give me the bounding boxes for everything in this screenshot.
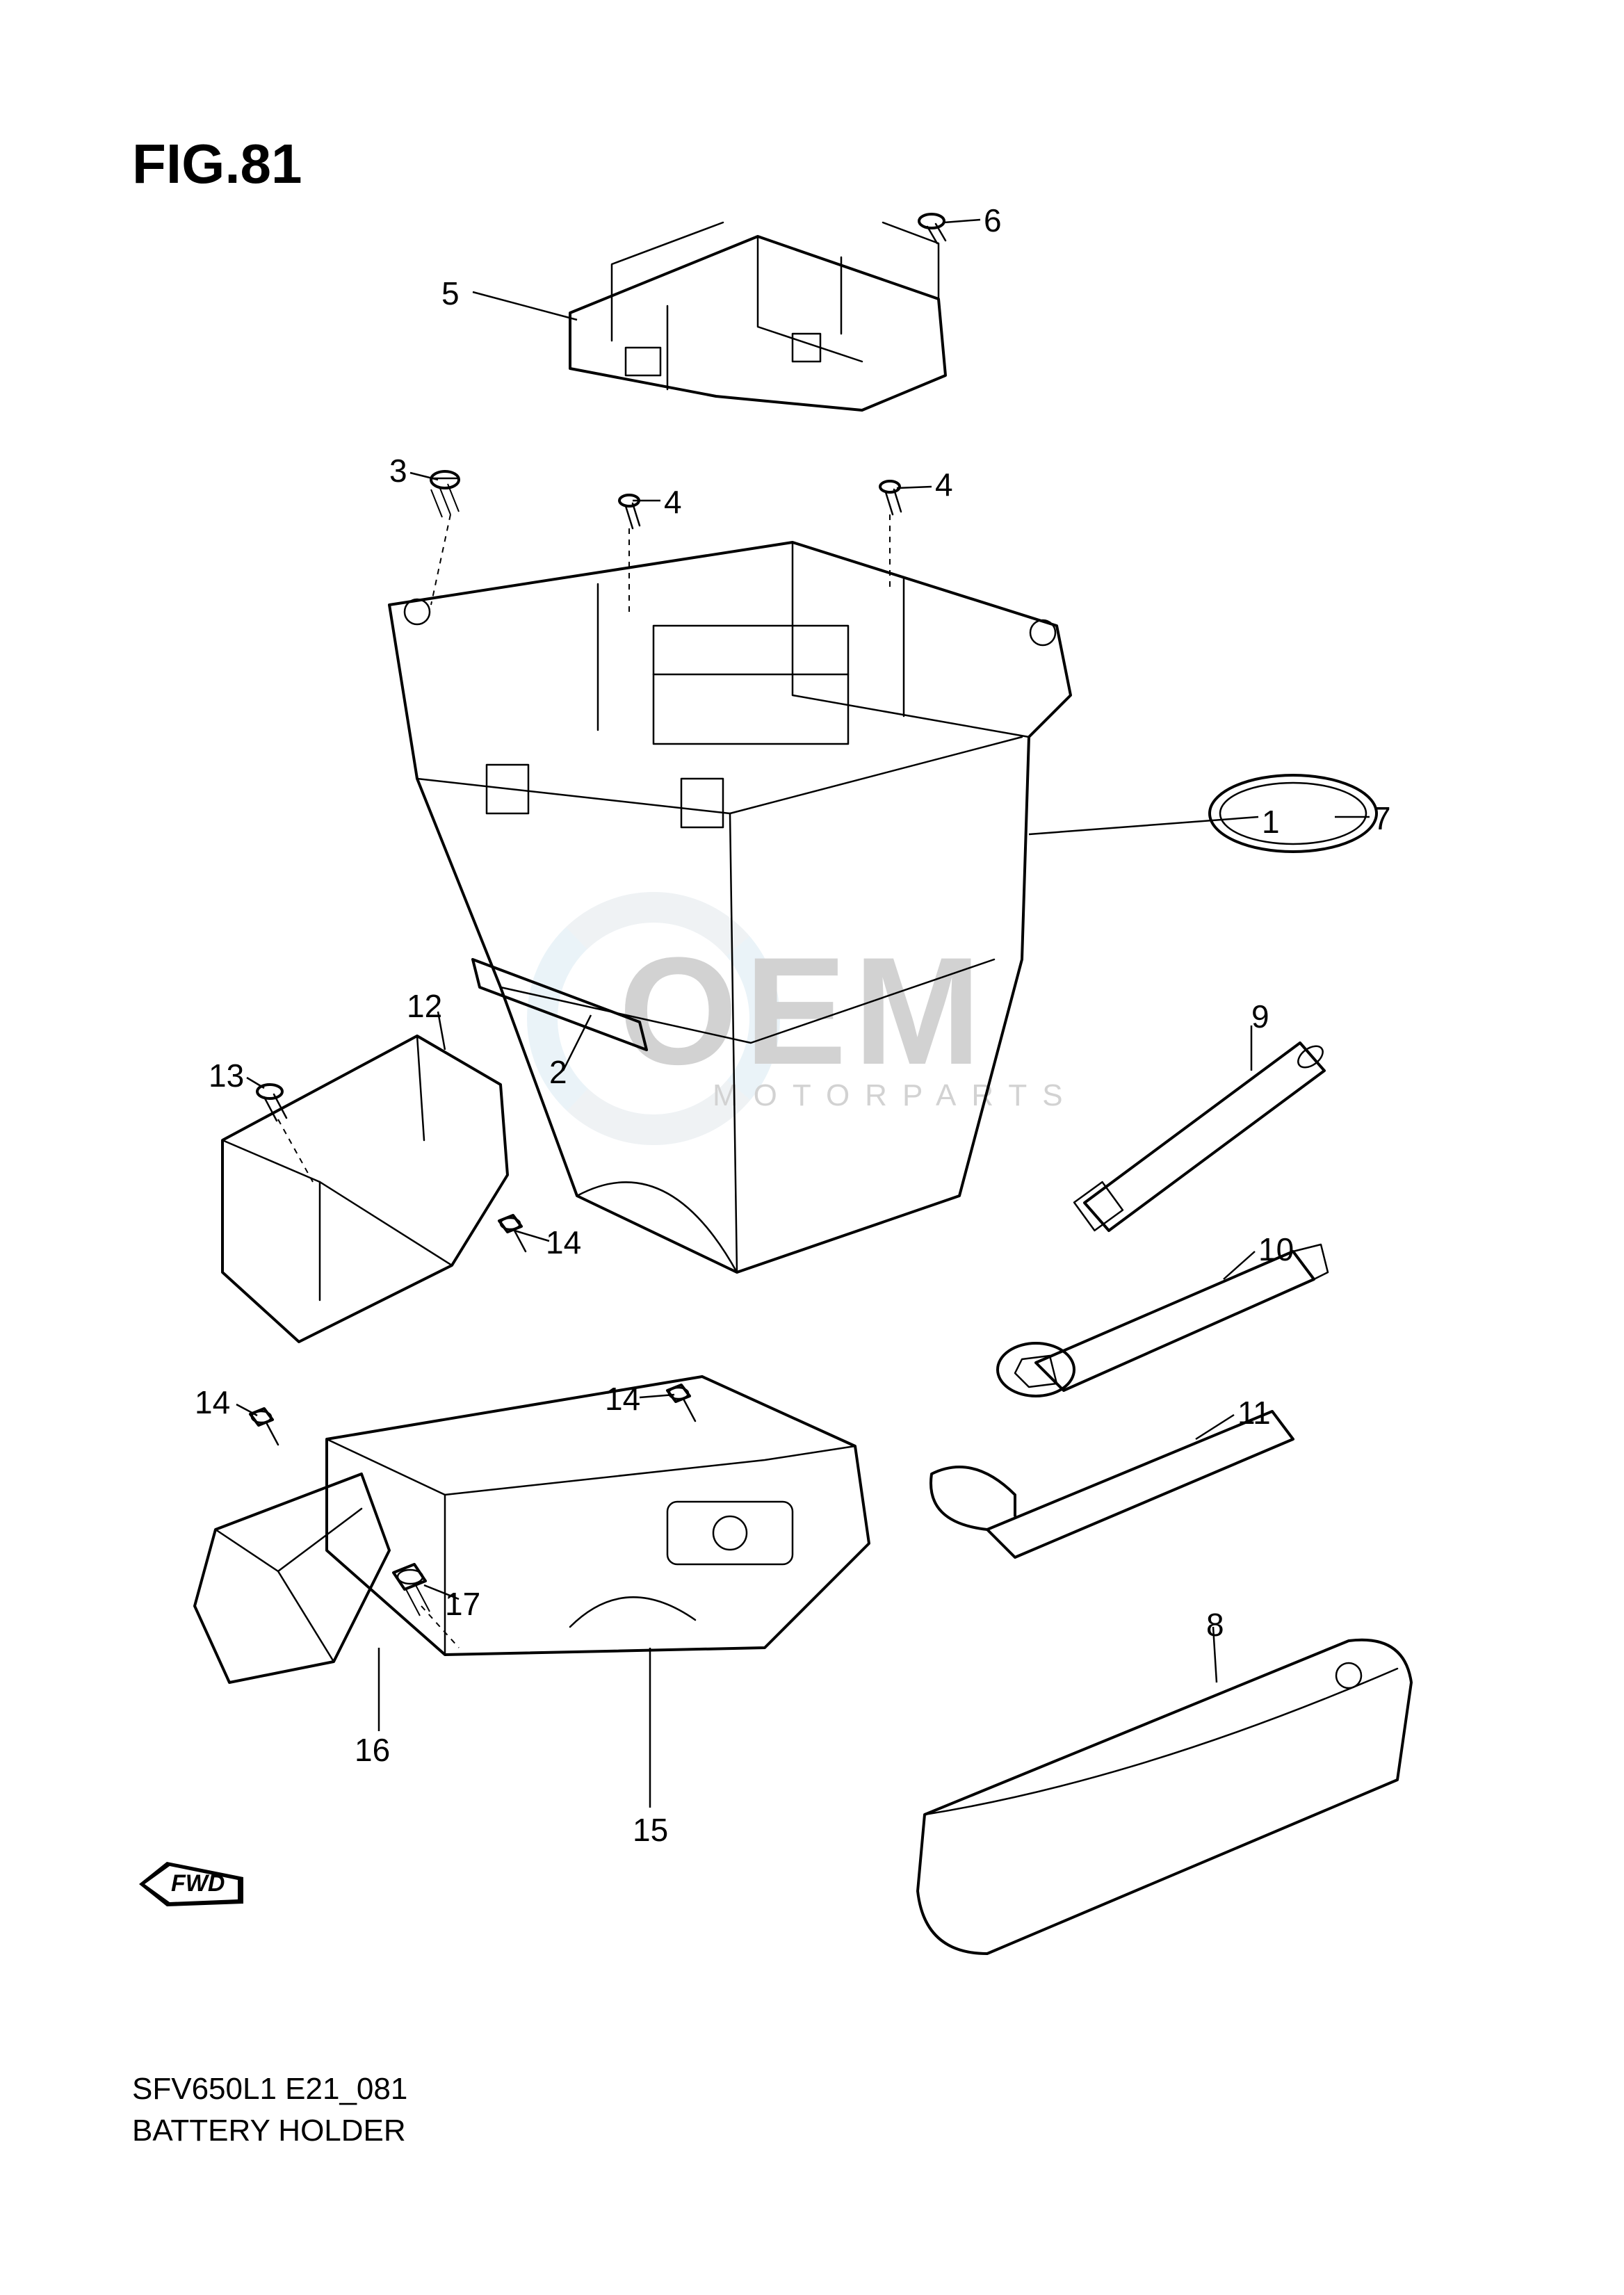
callout-13: 13 [209, 1057, 244, 1094]
callout-9: 9 [1251, 998, 1269, 1035]
footer-name: BATTERY HOLDER [132, 2114, 406, 2148]
callout-1: 1 [1262, 803, 1280, 841]
part-11-hook-spanner [931, 1411, 1293, 1557]
diagram-svg [0, 0, 1624, 2295]
part-4-screw-b [880, 481, 901, 514]
callout-7: 7 [1373, 800, 1391, 837]
part-1-battery-holder [389, 542, 1071, 1272]
callout-14a: 14 [546, 1224, 581, 1261]
callout-14c: 14 [605, 1380, 640, 1418]
callout-6: 6 [984, 202, 1002, 239]
part-5-bracket [570, 222, 945, 410]
callout-4a: 4 [664, 483, 682, 521]
footer-code: SFV650L1 E21_081 [132, 2072, 407, 2107]
part-17-bolt [393, 1564, 430, 1616]
callout-14b: 14 [195, 1384, 230, 1421]
part-12-upper-cover [222, 1036, 508, 1342]
callout-12: 12 [407, 987, 442, 1025]
part-14-bolt-c [667, 1385, 695, 1421]
part-7-o-ring [1210, 775, 1377, 852]
callout-17: 17 [445, 1585, 480, 1623]
part-15-lower-cover [327, 1377, 869, 1655]
callout-8: 8 [1206, 1606, 1224, 1644]
fwd-label: FWD [171, 1870, 225, 1897]
callout-15: 15 [633, 1811, 668, 1849]
callout-5: 5 [441, 275, 460, 312]
callout-3: 3 [389, 452, 407, 489]
part-8-tool-bag [918, 1640, 1411, 1954]
part-2-cushion [473, 959, 647, 1050]
callout-11: 11 [1237, 1394, 1271, 1432]
callout-2: 2 [549, 1053, 567, 1091]
callout-16: 16 [355, 1731, 390, 1769]
callout-4b: 4 [935, 466, 953, 503]
part-6-screw [919, 214, 945, 243]
part-9-box-wrench [1074, 1042, 1326, 1231]
callout-10: 10 [1258, 1231, 1294, 1268]
fwd-badge: FWD [132, 1849, 250, 1919]
diagram-page: FIG.81 OEM MOTORPARTS [0, 0, 1624, 2295]
